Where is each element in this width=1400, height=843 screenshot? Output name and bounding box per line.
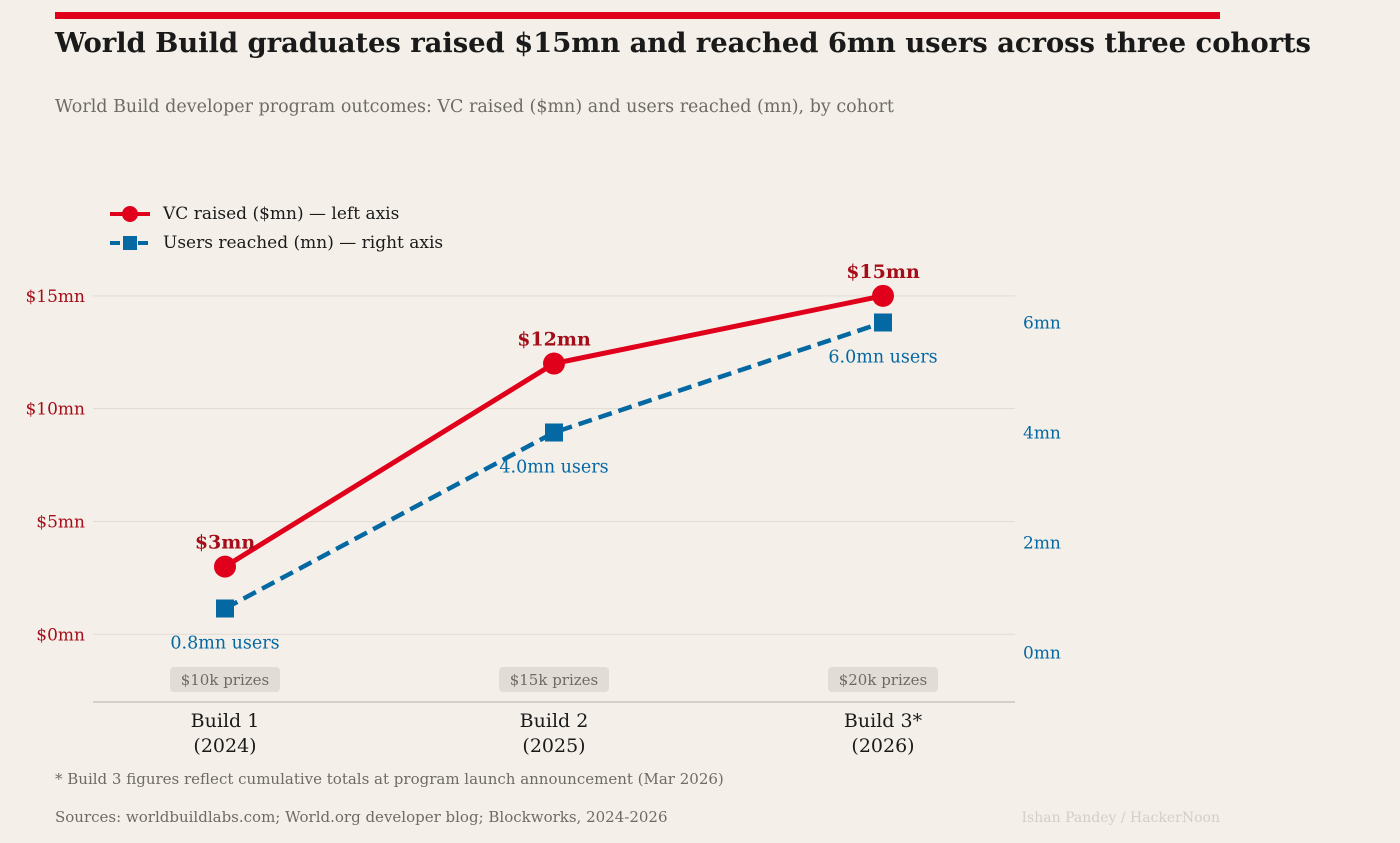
axes: $0mn $5mn $10mn $15mn 0mn 2mn 4mn 6mn Build 1 (20… [25,287,1060,757]
prize-badge-label: $10k prizes [181,671,270,689]
legend-circle-marker-icon [110,205,150,222]
users-point [545,423,563,442]
legend: VC raised ($mn) — left axis Users reache… [108,199,443,257]
chart-title: World Build graduates raised $15mn and r… [55,27,1311,59]
vc-point [214,555,236,578]
left-tick-label: $5mn [36,512,85,532]
accent-bar [55,12,1220,19]
legend-label-vc: VC raised ($mn) — left axis [163,203,400,224]
right-tick-label: 0mn [1023,644,1061,664]
right-tick-label: 2mn [1023,534,1061,554]
gridlines [93,295,1015,635]
x-tick-label: Build 1 [191,710,260,732]
users-point [874,313,892,332]
vc-point [543,352,565,375]
vc-data-label: $3mn [195,532,256,554]
legend-label-users: Users reached (mn) — right axis [163,232,444,253]
legend-item-users: Users reached (mn) — right axis [108,228,443,257]
right-tick-label: 4mn [1023,424,1061,444]
footnote: * Build 3 figures reflect cumulative tot… [55,770,724,788]
x-tick-label: Build 2 [520,710,589,732]
prize-badge [170,667,280,692]
prize-badge-label: $15k prizes [510,671,599,689]
sources-note: Sources: worldbuildlabs.com; World.org d… [55,808,668,826]
left-tick-label: $10mn [25,400,85,420]
prize-badge [499,667,609,692]
left-tick-label: $15mn [25,287,85,307]
users-data-label: 4.0mn users [499,458,608,478]
legend-square-marker-icon [110,235,150,250]
legend-item-vc: VC raised ($mn) — left axis [108,199,443,228]
x-tick-label: (2026) [851,735,914,757]
users-point [216,599,234,618]
vc-data-label: $12mn [517,329,591,351]
prize-badge [828,667,938,692]
series [214,284,894,618]
x-tick-label: Build 3* [844,710,923,732]
data-labels: $3mn $12mn $15mn 0.8mn users 4.0mn users 6.0m… [170,261,937,654]
users-data-label: 0.8mn users [170,634,279,654]
prize-badge-label: $20k prizes [839,671,928,689]
credit: Ishan Pandey / HackerNoon [1021,810,1220,826]
vc-data-label: $15mn [846,261,920,283]
right-tick-label: 6mn [1023,314,1061,334]
left-tick-label: $0mn [36,625,85,645]
vc-point [872,284,894,307]
chart-subtitle: World Build developer program outcomes: … [55,97,894,117]
users-data-label: 6.0mn users [828,348,937,368]
x-tick-label: (2025) [522,735,585,757]
x-tick-label: (2024) [193,735,256,757]
